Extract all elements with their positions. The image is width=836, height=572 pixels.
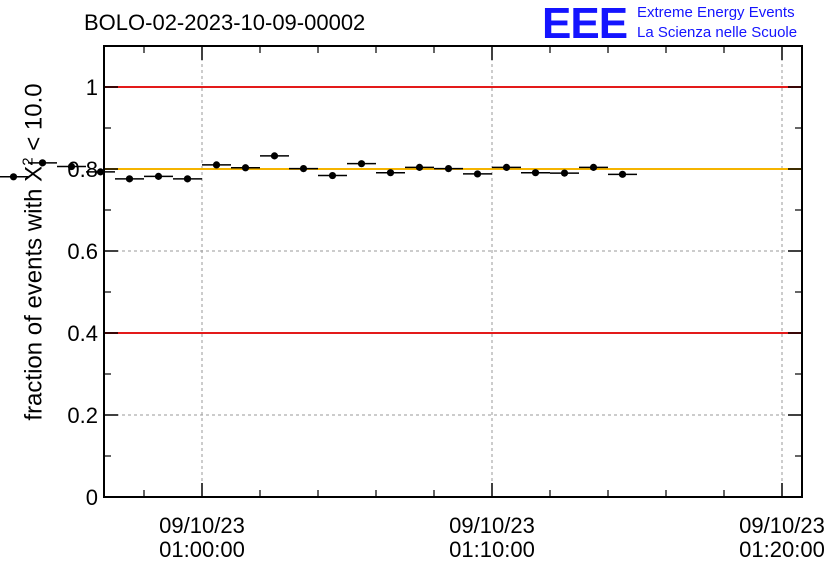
data-point-12: [289, 164, 318, 173]
data-point-23: [608, 170, 637, 178]
y-tick-label-0: 0: [86, 485, 98, 510]
data-point-9: [202, 161, 231, 169]
data-point-10: [231, 164, 260, 172]
data-point-17: [434, 164, 463, 173]
y-tick-label-3: 0.6: [67, 239, 98, 264]
data-point-7: [144, 172, 173, 180]
data-point-16: [405, 163, 434, 171]
data-point-4: [57, 162, 86, 171]
plot-frame: [103, 45, 803, 498]
chart-title: BOLO-02-2023-10-09-00002: [84, 10, 366, 35]
data-point-19: [492, 163, 521, 171]
data-point-11: [260, 152, 289, 160]
y-tick-label-4: 0.8: [67, 157, 98, 182]
data-point-21: [550, 169, 579, 177]
y-tick-label-2: 0.4: [67, 321, 98, 346]
data-point-15: [376, 169, 405, 177]
x-tick-label-date-1: 09/10/23: [449, 513, 535, 538]
data-point-22: [579, 163, 608, 171]
logo-line-2: La Scienza nelle Scuole: [637, 24, 798, 41]
x-tick-label-time-1: 01:10:00: [449, 537, 535, 562]
x-tick-label-time-0: 01:00:00: [159, 537, 245, 562]
x-tick-label-time-2: 01:20:00: [739, 537, 825, 562]
x-tick-label-date-2: 09/10/23: [739, 513, 825, 538]
data-point-2: [0, 173, 28, 181]
data-point-18: [463, 170, 492, 178]
y-tick-label-5: 1: [86, 75, 98, 100]
y-tick-label-1: 0.2: [67, 403, 98, 428]
data-point-8: [173, 175, 202, 183]
data-point-20: [521, 169, 550, 177]
data-point-6: [115, 175, 144, 183]
eee-logo: EEE: [542, 0, 628, 48]
data-point-3: [28, 159, 57, 167]
data-point-14: [347, 160, 376, 168]
data-point-5: [86, 168, 115, 176]
logo-line-1: Extreme Energy Events: [637, 4, 795, 21]
data-point-13: [318, 171, 347, 180]
x-tick-label-date-0: 09/10/23: [159, 513, 245, 538]
